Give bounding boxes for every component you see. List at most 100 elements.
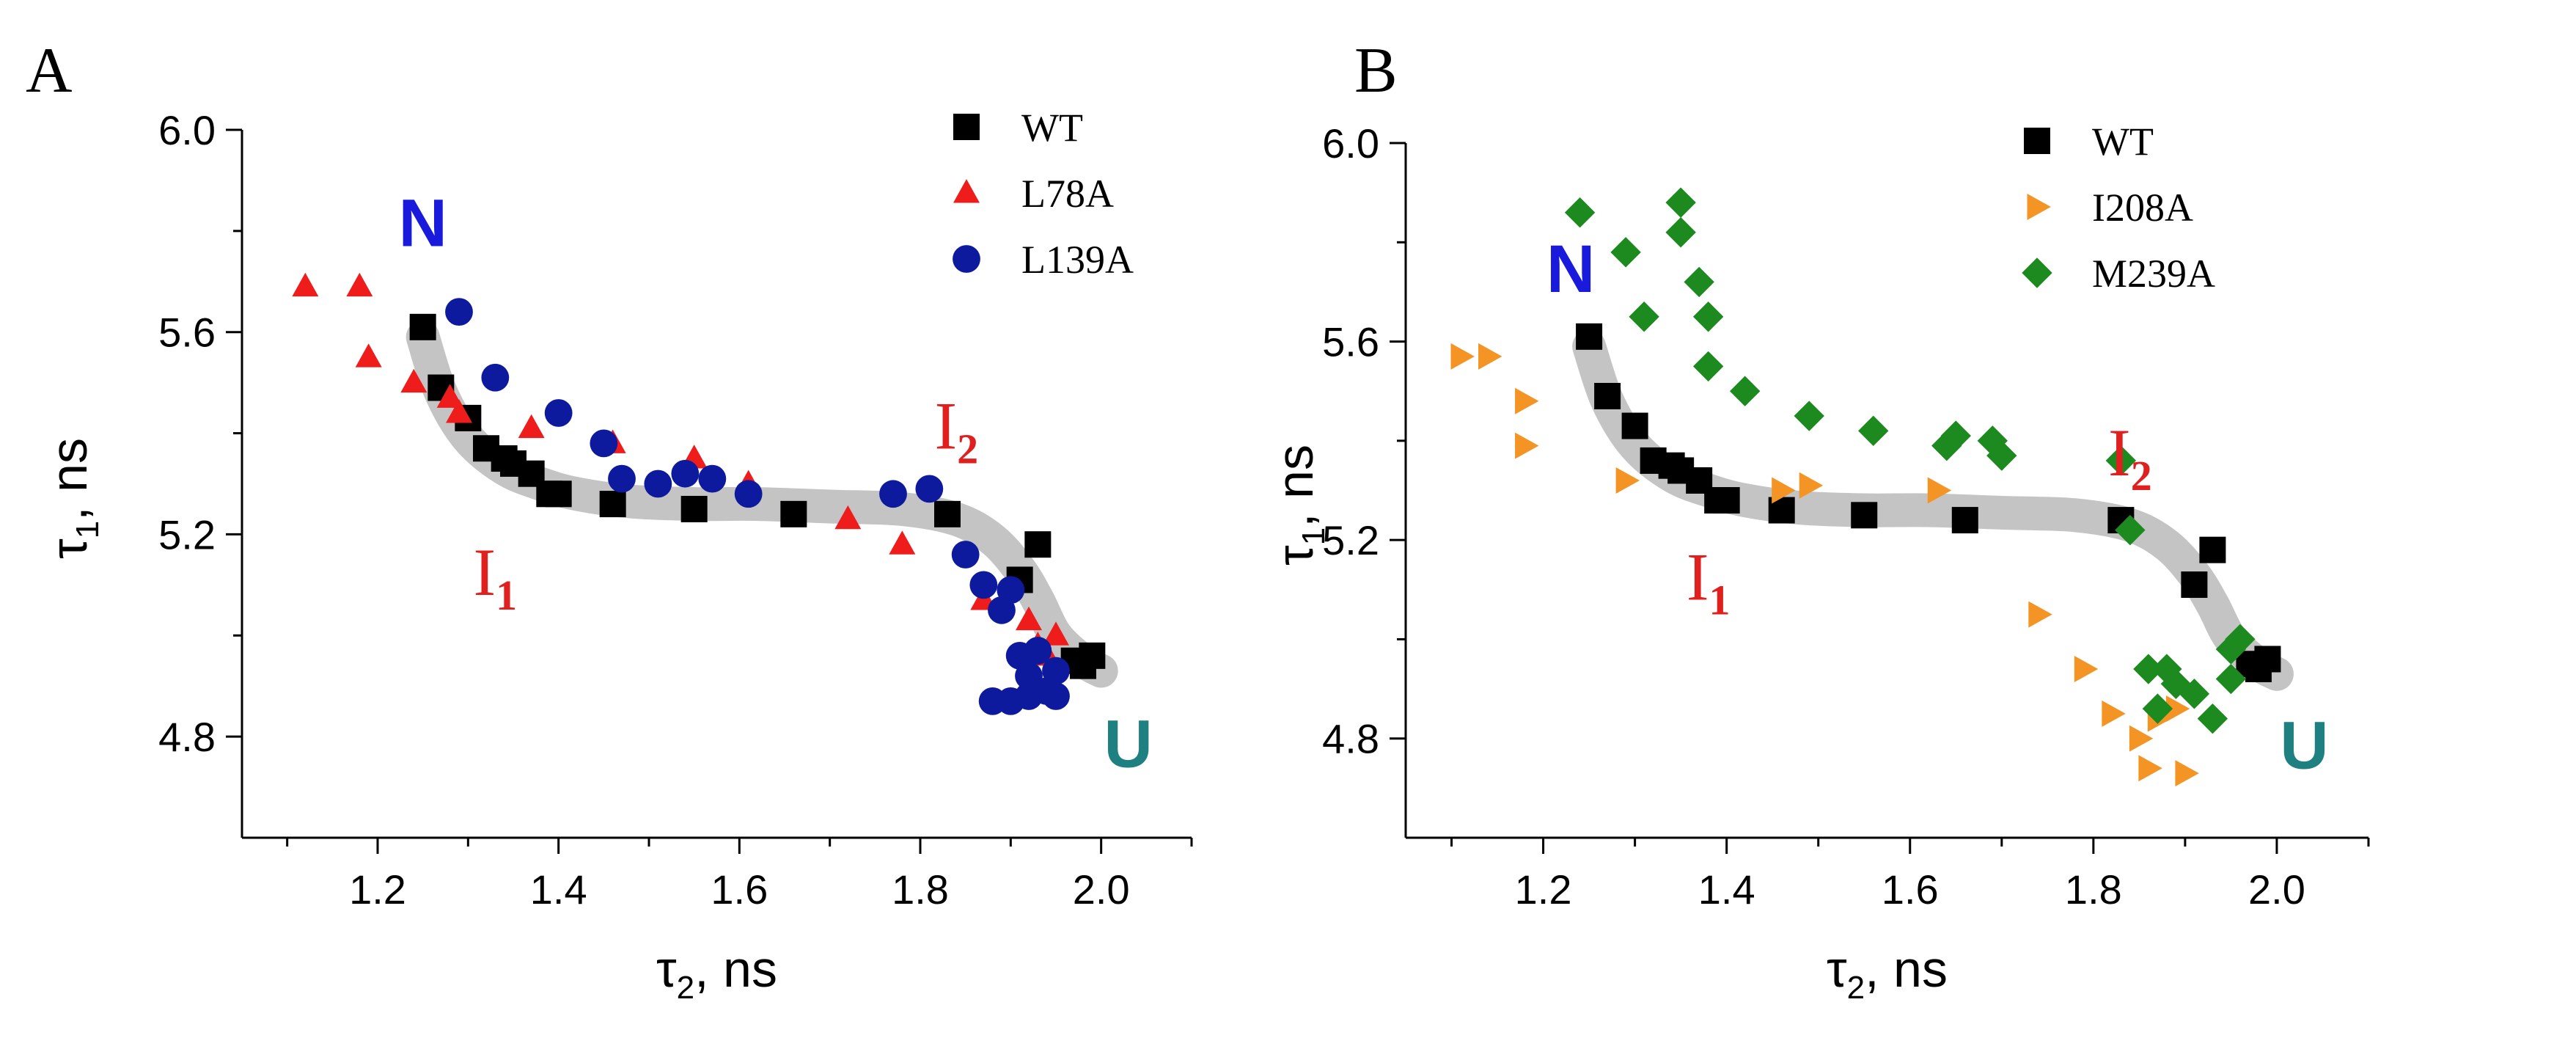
x-tick-label: 1.2 bbox=[1515, 866, 1572, 913]
data-point bbox=[1951, 507, 1978, 534]
y-axis-label-symbol: τ bbox=[1266, 545, 1324, 566]
data-point bbox=[2138, 755, 2162, 782]
state-annotation: U bbox=[1104, 707, 1152, 782]
y-tick-label: 6.0 bbox=[1322, 120, 1379, 167]
x-tick-label: 1.4 bbox=[530, 866, 587, 913]
data-point bbox=[1043, 621, 1069, 646]
y-axis-label-unit: , ns bbox=[1266, 445, 1324, 527]
data-point bbox=[2175, 760, 2199, 787]
data-point bbox=[1729, 376, 1761, 406]
data-point bbox=[2142, 693, 2173, 724]
y-tick-label: 5.6 bbox=[158, 310, 216, 356]
x-axis-label-symbol: τ bbox=[656, 940, 677, 998]
data-point bbox=[2197, 703, 2228, 734]
y-tick-label: 4.8 bbox=[158, 714, 216, 760]
state-annotation-main: I bbox=[474, 535, 496, 610]
data-point bbox=[1564, 197, 1596, 228]
data-point bbox=[1977, 425, 2008, 456]
data-point bbox=[400, 368, 428, 393]
data-point bbox=[1016, 606, 1042, 631]
data-point bbox=[1515, 387, 1539, 414]
data-point bbox=[934, 500, 961, 527]
data-point bbox=[2028, 601, 2052, 628]
data-point bbox=[2236, 651, 2263, 678]
x-axis-label-subscript: 2 bbox=[677, 970, 694, 1006]
data-point bbox=[1799, 472, 1824, 499]
data-point bbox=[1615, 467, 1640, 494]
data-point bbox=[2215, 663, 2247, 695]
data-point bbox=[1927, 477, 1952, 504]
x-axis-label-symbol: τ bbox=[1827, 940, 1847, 998]
data-point bbox=[1042, 682, 1070, 710]
legend-label: WT bbox=[1021, 106, 1083, 150]
y-tick-label: 5.6 bbox=[1322, 319, 1379, 365]
legend-marker bbox=[953, 179, 980, 203]
data-point bbox=[1015, 662, 1043, 690]
data-point bbox=[1713, 487, 1740, 514]
data-point bbox=[1015, 682, 1043, 710]
x-tick-label: 1.8 bbox=[892, 866, 949, 913]
data-point bbox=[1986, 440, 2017, 471]
data-point bbox=[2129, 725, 2154, 752]
data-point bbox=[1629, 301, 1659, 332]
data-point bbox=[1940, 420, 1971, 451]
data-point bbox=[445, 298, 473, 326]
legend-marker bbox=[953, 114, 980, 140]
data-point bbox=[834, 505, 862, 530]
data-point bbox=[1478, 343, 1502, 370]
y-tick-label: 5.2 bbox=[158, 511, 216, 558]
panel-label: A bbox=[26, 35, 73, 106]
data-point bbox=[409, 313, 436, 340]
state-annotation-main: U bbox=[2280, 708, 2328, 783]
data-point bbox=[2199, 536, 2226, 563]
legend-label: M239A bbox=[2092, 252, 2215, 296]
series-wt bbox=[409, 313, 1106, 679]
data-point bbox=[780, 500, 807, 527]
data-point bbox=[1621, 412, 1648, 439]
data-point bbox=[590, 429, 618, 458]
data-point bbox=[698, 464, 727, 493]
legend: WT L78A L139A bbox=[953, 106, 1134, 282]
series-l139a bbox=[445, 298, 1070, 715]
data-point bbox=[1692, 351, 1724, 382]
x-axis-label: τ2, ns bbox=[656, 940, 777, 1006]
x-tick-label: 1.4 bbox=[1698, 866, 1755, 913]
data-point bbox=[1772, 477, 1796, 504]
state-annotation-main: I bbox=[1687, 539, 1709, 614]
y-tick-label: 6.0 bbox=[158, 107, 216, 153]
x-axis-label-unit: , ns bbox=[1865, 940, 1948, 998]
data-point bbox=[1665, 187, 1696, 218]
trend-band bbox=[1572, 329, 2294, 691]
state-annotation: U bbox=[2280, 708, 2328, 783]
legend-marker bbox=[2027, 194, 2051, 220]
x-axis-label: τ2, ns bbox=[1827, 940, 1948, 1006]
x-tick-label: 2.0 bbox=[1073, 866, 1130, 913]
data-point bbox=[544, 399, 573, 427]
data-point bbox=[997, 576, 1025, 604]
data-point bbox=[644, 469, 672, 498]
data-point bbox=[1515, 432, 1539, 459]
data-point bbox=[915, 475, 944, 503]
x-tick-label: 2.0 bbox=[2248, 866, 2305, 913]
data-point bbox=[889, 530, 916, 555]
state-annotation: I2 bbox=[935, 388, 979, 472]
data-point bbox=[355, 343, 382, 368]
data-point bbox=[608, 464, 636, 493]
data-point bbox=[1576, 323, 1603, 350]
data-point bbox=[1024, 637, 1052, 665]
data-point bbox=[969, 571, 998, 599]
y-tick-label: 4.8 bbox=[1322, 716, 1379, 762]
state-annotation-subscript: 2 bbox=[2131, 452, 2152, 500]
data-point bbox=[292, 272, 319, 297]
data-point bbox=[1594, 382, 1621, 409]
data-point bbox=[1450, 343, 1475, 370]
legend-marker bbox=[2022, 257, 2052, 288]
data-point bbox=[2225, 624, 2256, 655]
state-annotation: N bbox=[398, 186, 447, 261]
data-point bbox=[599, 491, 626, 518]
legend: WT I208A M239A bbox=[2022, 120, 2215, 296]
state-annotation: I2 bbox=[2108, 415, 2152, 500]
state-annotation-subscript: 1 bbox=[1709, 576, 1730, 624]
legend-label: L139A bbox=[1021, 238, 1134, 282]
